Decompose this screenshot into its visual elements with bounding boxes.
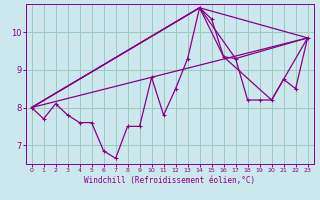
X-axis label: Windchill (Refroidissement éolien,°C): Windchill (Refroidissement éolien,°C) (84, 176, 255, 185)
